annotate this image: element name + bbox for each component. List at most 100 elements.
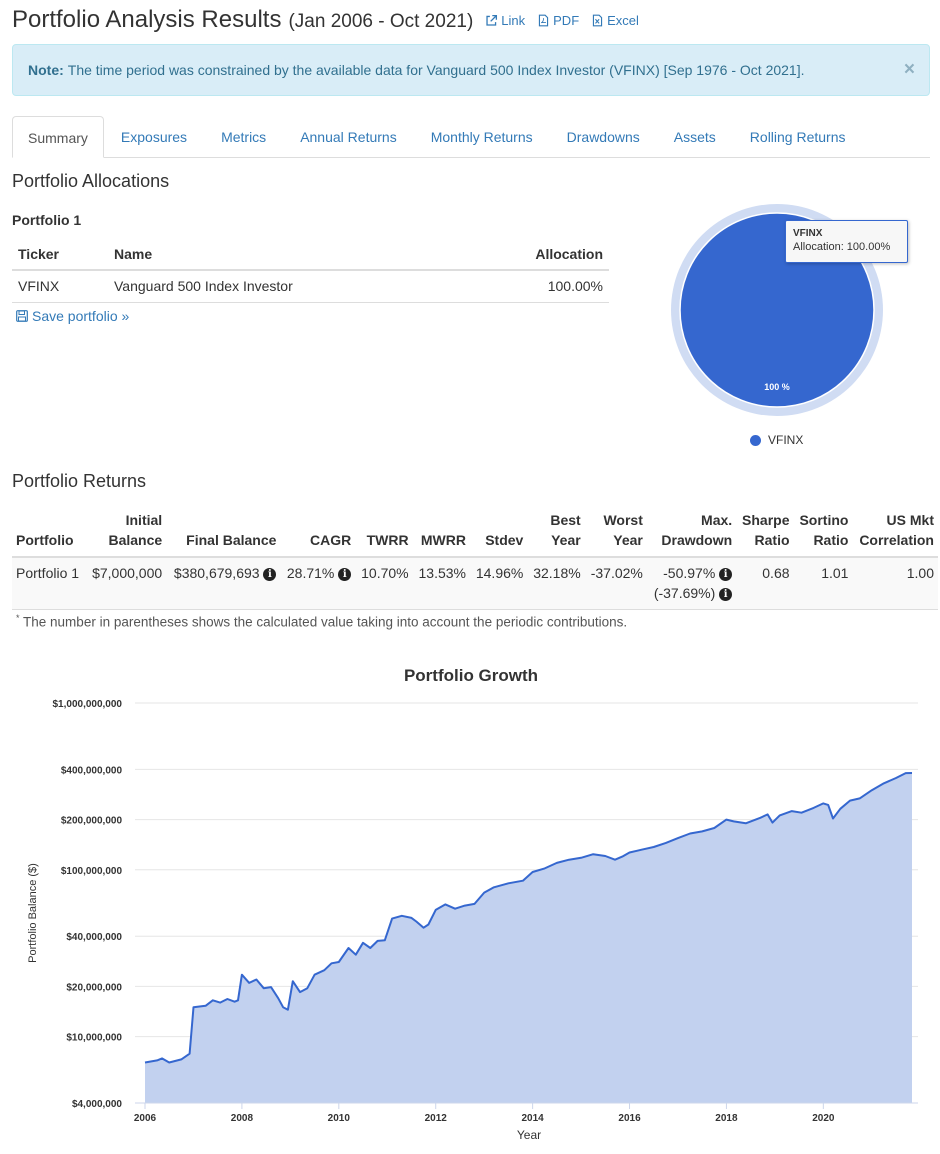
pdf-button[interactable]: PDF <box>537 13 579 28</box>
allocations-heading: Portfolio Allocations <box>12 171 170 191</box>
page-header: Portfolio Analysis Results (Jan 2006 - O… <box>12 6 639 42</box>
x-tick-label: 2014 <box>521 1113 544 1124</box>
y-tick-label: $10,000,000 <box>66 1033 122 1044</box>
returns-table: Portfolio Initial Balance Final Balance C… <box>12 506 938 610</box>
close-icon[interactable]: × <box>903 59 915 80</box>
column-header-final-balance: Final Balance <box>166 506 281 558</box>
tooltip-text: Allocation: 100.00% <box>793 241 891 253</box>
table-row: VFINX Vanguard 500 Index Investor 100.00… <box>12 270 609 303</box>
column-header-stdev: Stdev <box>469 506 528 558</box>
y-tick-label: $200,000,000 <box>61 816 123 827</box>
pie-tooltip: VFINX Allocation: 100.00% <box>785 220 908 263</box>
tab-metrics[interactable]: Metrics <box>221 129 267 145</box>
table-header-row: Ticker Name Allocation <box>12 238 609 271</box>
portfolio-cell: Portfolio 1 <box>12 557 86 610</box>
y-axis-label: Portfolio Balance ($) <box>27 863 39 963</box>
tab-monthly-returns[interactable]: Monthly Returns <box>430 129 533 145</box>
tab-drawdowns[interactable]: Drawdowns <box>566 129 640 145</box>
initial-balance-cell: $7,000,000 <box>85 557 167 610</box>
x-tick-label: 2016 <box>618 1113 641 1124</box>
pie-legend[interactable]: VFINX <box>750 433 803 447</box>
excel-file-icon <box>593 14 603 27</box>
tab-exposures[interactable]: Exposures <box>120 129 188 145</box>
column-header-max-drawdown: Max. Drawdown <box>646 506 737 558</box>
column-header-mwrr: MWRR <box>412 506 470 558</box>
column-header-portfolio: Portfolio <box>12 506 86 558</box>
tab-assets[interactable]: Assets <box>673 129 716 145</box>
allocation-table: Ticker Name Allocation VFINX Vanguard 50… <box>12 238 609 303</box>
worst-year-cell: -37.02% <box>584 557 647 610</box>
stdev-cell: 14.96% <box>469 557 528 610</box>
growth-chart-svg: Portfolio Growth $4,000,000 $10,000,000 $2… <box>27 666 918 1142</box>
sharpe-cell: 0.68 <box>736 557 794 610</box>
pie-slice-label: 100 % <box>764 382 790 392</box>
column-header-best-year: Best Year <box>527 506 585 558</box>
external-link-icon <box>486 14 498 26</box>
x-tick-label: 2010 <box>328 1113 351 1124</box>
column-header-worst-year: Worst Year <box>584 506 647 558</box>
x-tick-label: 2018 <box>715 1113 738 1124</box>
allocation-cell: 100.00% <box>461 270 609 303</box>
y-tick-label: $40,000,000 <box>66 932 122 943</box>
pdf-file-icon <box>539 14 549 27</box>
balance-area <box>145 773 912 1103</box>
column-header-sharpe: Sharpe Ratio <box>736 506 794 558</box>
footnote-mark: * <box>16 613 20 623</box>
table-row: Portfolio 1 $7,000,000 $380,679,693 i 28… <box>12 557 938 610</box>
tab-summary[interactable]: Summary <box>12 116 104 158</box>
save-portfolio-label: Save portfolio » <box>32 308 130 324</box>
portfolio-name: Portfolio 1 <box>12 212 82 228</box>
info-icon[interactable]: i <box>719 588 733 601</box>
result-tabs: Summary Exposures Metrics Annual Returns… <box>12 116 930 158</box>
column-header-initial-balance: Initial Balance <box>85 506 167 558</box>
table-header-row: Portfolio Initial Balance Final Balance C… <box>12 506 938 558</box>
y-tick-label: $4,000,000 <box>72 1099 122 1110</box>
export-links: Link PDF Excel <box>485 13 639 28</box>
legend-dot-icon <box>750 434 761 446</box>
save-portfolio-link[interactable]: Save portfolio » <box>16 308 129 324</box>
info-icon[interactable]: i <box>338 568 352 581</box>
floppy-disk-icon <box>16 310 28 322</box>
excel-button[interactable]: Excel <box>591 13 639 28</box>
excel-label: Excel <box>607 13 639 28</box>
column-header-name: Name <box>108 238 462 271</box>
balance-line[interactable] <box>144 772 913 1064</box>
ticker-cell: VFINX <box>12 270 108 303</box>
page-title: Portfolio Analysis Results <box>12 6 282 33</box>
info-icon[interactable]: i <box>719 568 733 581</box>
tab-rolling-returns[interactable]: Rolling Returns <box>749 129 846 145</box>
chart-title: Portfolio Growth <box>404 666 538 685</box>
tab-annual-returns[interactable]: Annual Returns <box>300 129 397 145</box>
column-header-twrr: TWRR <box>355 506 413 558</box>
us-mkt-correlation-cell: 1.00 <box>852 557 938 610</box>
footnote-text: The number in parentheses shows the calc… <box>23 614 628 630</box>
y-tick-label: $400,000,000 <box>61 765 123 776</box>
mwrr-cell: 13.53% <box>412 557 470 610</box>
tooltip-title: VFINX <box>793 228 823 239</box>
name-cell: Vanguard 500 Index Investor <box>108 270 462 303</box>
column-header-us-mkt-correlation: US Mkt Correlation <box>852 506 938 558</box>
info-icon[interactable]: i <box>263 568 277 581</box>
x-tick-label: 2012 <box>425 1113 448 1124</box>
link-button[interactable]: Link <box>485 13 525 28</box>
column-header-allocation: Allocation <box>461 238 609 271</box>
x-axis-label: Year <box>517 1128 541 1142</box>
link-label: Link <box>501 13 526 28</box>
column-header-sortino: Sortino Ratio <box>793 506 853 558</box>
y-tick-label: $20,000,000 <box>66 982 122 993</box>
portfolio-growth-chart: Portfolio Growth $4,000,000 $10,000,000 $2… <box>0 655 940 1151</box>
sortino-cell: 1.01 <box>793 557 853 610</box>
pdf-label: PDF <box>553 13 580 28</box>
best-year-cell: 32.18% <box>527 557 585 610</box>
alert-strong: Note: <box>28 62 64 78</box>
y-tick-label: $1,000,000,000 <box>52 699 122 710</box>
footnote: * The number in parentheses shows the ca… <box>16 613 627 630</box>
alert-text: The time period was constrained by the a… <box>67 62 805 78</box>
cagr-cell: 28.71% i <box>280 557 356 610</box>
column-header-cagr: CAGR <box>280 506 356 558</box>
date-range: (Jan 2006 - Oct 2021) <box>288 11 474 32</box>
x-tick-label: 2020 <box>812 1113 835 1124</box>
final-balance-cell: $380,679,693 i <box>166 557 281 610</box>
info-alert: Note: The time period was constrained by… <box>12 44 930 96</box>
twrr-cell: 10.70% <box>355 557 413 610</box>
